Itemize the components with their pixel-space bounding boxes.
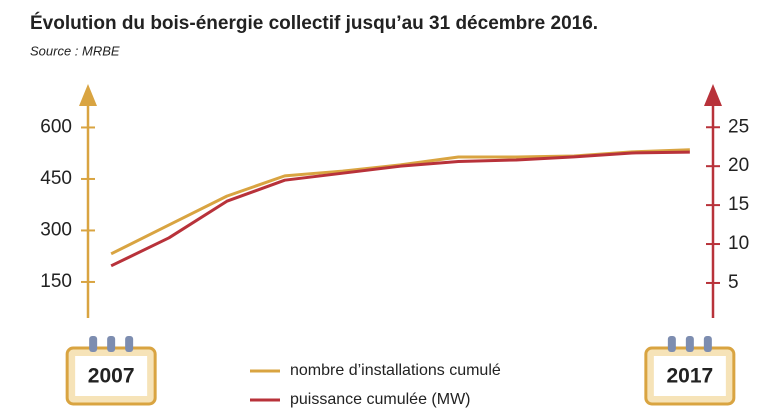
series-line	[110, 150, 690, 268]
x-tick: 2017	[644, 336, 736, 406]
chart-title: Évolution du bois-énergie collectif jusq…	[30, 12, 598, 34]
calendar-inner	[75, 356, 148, 396]
legend-label: puissance cumulée (MW)	[290, 391, 471, 408]
y2-tick-label: 25	[728, 116, 749, 137]
y-tick-label: 600	[40, 116, 72, 137]
y2-tick-label: 20	[728, 155, 749, 176]
calendar-ring	[703, 336, 712, 352]
x-tick-label: 2007	[88, 365, 135, 388]
calendar-ring	[107, 336, 116, 352]
y2-axis-arrow	[704, 84, 722, 106]
x-tick: 2007	[65, 336, 157, 406]
y-tick-label: 450	[40, 168, 72, 189]
y-axis-arrow	[79, 84, 97, 106]
calendar-inner	[653, 356, 726, 396]
x-tick-label: 2017	[666, 365, 713, 388]
calendar-ring	[89, 336, 98, 352]
calendar-ring	[685, 336, 694, 352]
y2-tick-label: 15	[728, 194, 749, 215]
y-tick-label: 300	[40, 219, 72, 240]
calendar-ring	[125, 336, 134, 352]
y2-tick-label: 10	[728, 233, 749, 254]
y-tick-label: 150	[40, 271, 72, 292]
calendar-ring	[667, 336, 676, 352]
chart-subtitle: Source : MRBE	[30, 43, 120, 58]
y2-tick-label: 5	[728, 272, 739, 293]
legend-label: nombre d’installations cumulé	[290, 362, 501, 379]
